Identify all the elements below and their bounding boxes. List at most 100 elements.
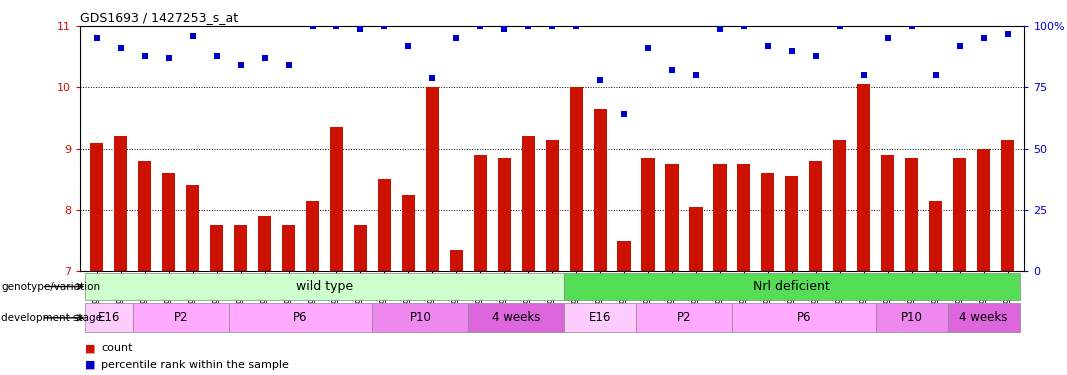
Bar <box>737 164 750 271</box>
Bar <box>474 155 487 271</box>
Point <box>543 23 561 29</box>
Point <box>400 43 417 49</box>
Text: 4 weeks: 4 weeks <box>492 311 540 324</box>
Point <box>568 23 585 29</box>
Text: genotype/variation: genotype/variation <box>1 282 100 291</box>
Bar <box>1001 140 1014 271</box>
FancyBboxPatch shape <box>732 303 876 332</box>
Point <box>448 36 465 42</box>
Point <box>856 72 873 78</box>
FancyBboxPatch shape <box>564 273 1020 300</box>
Text: P10: P10 <box>410 311 431 324</box>
Text: GDS1693 / 1427253_s_at: GDS1693 / 1427253_s_at <box>80 11 238 24</box>
Bar <box>91 142 103 271</box>
Bar <box>378 179 391 271</box>
Bar <box>234 225 248 271</box>
Bar <box>186 185 200 271</box>
Bar <box>545 140 559 271</box>
Text: count: count <box>101 343 133 353</box>
Bar <box>210 225 223 271</box>
Point <box>160 55 177 61</box>
Point <box>591 77 608 83</box>
FancyBboxPatch shape <box>947 303 1020 332</box>
Point <box>472 23 489 29</box>
FancyBboxPatch shape <box>228 303 372 332</box>
Text: wild type: wild type <box>296 280 353 293</box>
Bar <box>714 164 727 271</box>
Text: E16: E16 <box>589 311 611 324</box>
Bar <box>689 207 702 271</box>
Point <box>735 23 752 29</box>
Bar <box>785 176 798 271</box>
Point <box>999 31 1016 37</box>
Text: ■: ■ <box>85 360 96 370</box>
FancyBboxPatch shape <box>468 303 564 332</box>
FancyBboxPatch shape <box>876 303 947 332</box>
FancyBboxPatch shape <box>636 303 732 332</box>
Point <box>376 23 393 29</box>
FancyBboxPatch shape <box>84 273 564 300</box>
Bar <box>162 173 175 271</box>
Bar <box>593 109 607 271</box>
Point <box>808 53 825 58</box>
Text: P6: P6 <box>293 311 307 324</box>
Bar <box>258 216 271 271</box>
Text: Nrl deficient: Nrl deficient <box>753 280 830 293</box>
Bar <box>929 201 942 271</box>
Bar <box>282 225 296 271</box>
Text: P6: P6 <box>797 311 811 324</box>
Bar <box>497 158 511 271</box>
Bar <box>330 127 344 271</box>
Point <box>256 55 273 61</box>
Point <box>352 26 369 32</box>
FancyBboxPatch shape <box>564 303 636 332</box>
Bar <box>641 158 655 271</box>
Bar <box>833 140 846 271</box>
Bar <box>449 250 463 271</box>
Point <box>424 75 441 81</box>
Bar <box>953 158 967 271</box>
Point <box>208 53 225 58</box>
Bar <box>761 173 775 271</box>
Bar <box>306 201 319 271</box>
Point <box>831 23 848 29</box>
Point <box>328 23 345 29</box>
Bar <box>905 158 919 271</box>
FancyBboxPatch shape <box>84 303 132 332</box>
Text: percentile rank within the sample: percentile rank within the sample <box>101 360 289 370</box>
FancyBboxPatch shape <box>132 303 228 332</box>
Point <box>783 48 800 54</box>
Point <box>89 36 106 42</box>
Point <box>112 45 129 51</box>
FancyBboxPatch shape <box>372 303 468 332</box>
Bar <box>522 136 535 271</box>
Bar <box>809 161 823 271</box>
Point <box>639 45 656 51</box>
Bar <box>881 155 894 271</box>
Point <box>232 62 249 68</box>
Point <box>975 36 992 42</box>
Text: ■: ■ <box>85 343 96 353</box>
Point <box>137 53 154 58</box>
Point <box>879 36 896 42</box>
Point <box>760 43 777 49</box>
Text: 4 weeks: 4 weeks <box>959 311 1007 324</box>
Text: P2: P2 <box>676 311 691 324</box>
Point <box>712 26 729 32</box>
Point <box>496 26 513 32</box>
Point <box>616 111 633 117</box>
Point <box>687 72 704 78</box>
Point <box>664 68 681 74</box>
Bar <box>666 164 679 271</box>
Point <box>903 23 920 29</box>
Bar <box>570 87 583 271</box>
Bar <box>354 225 367 271</box>
Text: P2: P2 <box>174 311 188 324</box>
Point <box>185 33 202 39</box>
Text: P10: P10 <box>901 311 923 324</box>
Point <box>280 62 297 68</box>
Text: development stage: development stage <box>1 313 102 323</box>
Point <box>520 23 537 29</box>
Bar <box>114 136 127 271</box>
Bar <box>138 161 152 271</box>
